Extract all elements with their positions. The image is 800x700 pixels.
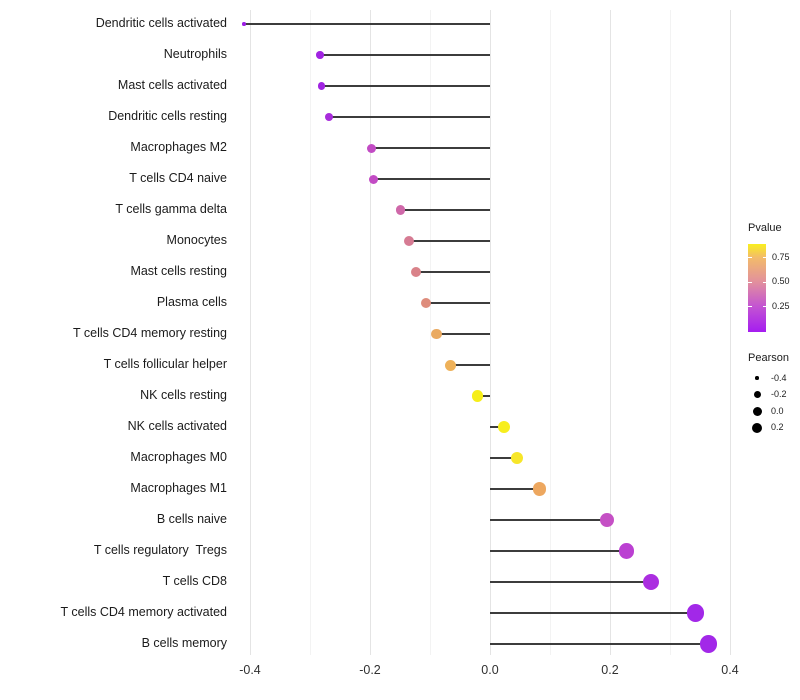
gridline-minor [429, 10, 431, 655]
lollipop-stem [321, 85, 490, 87]
data-point [619, 543, 635, 559]
y-axis-label: Dendritic cells activated [95, 16, 227, 30]
size-legend-dot [755, 376, 759, 380]
y-axis-label: T cells CD8 [162, 574, 227, 588]
colorbar-tick-label: 0.25 [772, 300, 790, 311]
lollipop-stem [415, 271, 490, 273]
gridline-major [489, 10, 491, 655]
y-axis-label: T cells CD4 memory activated [60, 605, 228, 619]
colorbar-tick [748, 281, 752, 283]
lollipop-stem [409, 240, 490, 242]
lollipop-stem [436, 333, 490, 335]
colorbar-tick-label: 0.75 [772, 251, 790, 262]
lollipop-stem [450, 364, 490, 366]
y-axis-label: B cells naive [156, 512, 227, 526]
size-legend-dot [752, 406, 762, 416]
x-tick-label: 0.4 [721, 663, 739, 677]
y-axis-label: B cells memory [141, 636, 227, 650]
lollipop-stem [490, 519, 607, 521]
data-point [643, 574, 660, 590]
pearson-legend-title: Pearson [748, 352, 789, 364]
pvalue-legend-title: Pvalue [748, 222, 782, 234]
pvalue-colorbar [748, 244, 766, 332]
gridline-major [729, 10, 731, 655]
colorbar-tick [762, 281, 766, 283]
gridline-minor [669, 10, 671, 655]
data-point [242, 22, 246, 26]
colorbar-tick [762, 306, 766, 308]
y-axis-label: T cells follicular helper [103, 357, 227, 371]
size-legend-dot [752, 422, 762, 433]
data-point [324, 113, 333, 121]
data-point [699, 635, 718, 653]
lollipop-stem [490, 612, 696, 614]
gridline-major [249, 10, 251, 655]
y-axis-label: NK cells resting [140, 388, 227, 402]
data-point [395, 205, 406, 215]
lollipop-stem [373, 178, 490, 180]
data-point [599, 512, 615, 528]
x-tick-label: -0.4 [239, 663, 261, 677]
data-point [471, 390, 484, 402]
x-tick-label: -0.2 [359, 663, 381, 677]
data-point [316, 51, 324, 59]
size-legend-label: -0.2 [771, 389, 787, 399]
lollipop-stem [371, 147, 490, 149]
gridline-minor [549, 10, 551, 655]
y-axis-label: Macrophages M1 [130, 481, 227, 495]
data-point [510, 451, 524, 465]
data-point [497, 421, 510, 433]
y-axis-label: Dendritic cells resting [108, 109, 227, 123]
lollipop-stem [490, 488, 540, 490]
gridline-major [609, 10, 611, 655]
y-axis-label: Macrophages M2 [130, 140, 227, 154]
gridline-major [369, 10, 371, 655]
colorbar-tick-label: 0.50 [772, 276, 790, 287]
lollipop-stem [400, 209, 490, 211]
y-axis-label: T cells regulatory Tregs [93, 543, 227, 557]
y-axis-label: Mast cells activated [117, 78, 227, 92]
data-point [532, 482, 546, 496]
data-point [367, 143, 377, 153]
colorbar-tick [748, 306, 752, 308]
y-axis-label: Mast cells resting [130, 264, 227, 278]
size-legend-label: -0.4 [771, 372, 787, 383]
colorbar-tick [748, 257, 752, 259]
data-point [687, 604, 705, 622]
y-axis-label: Neutrophils [163, 47, 227, 61]
lollipop-stem [425, 302, 490, 304]
size-legend-label: 0.2 [771, 422, 784, 432]
x-tick-label: 0.0 [481, 663, 499, 677]
x-tick-label: 0.2 [601, 663, 619, 677]
size-legend-dot [753, 391, 761, 398]
data-point [420, 297, 432, 309]
data-point [317, 82, 326, 90]
lollipop-stem [490, 550, 627, 552]
y-axis-label: Macrophages M0 [130, 450, 227, 464]
data-point [431, 328, 442, 340]
lollipop-stem [490, 426, 504, 428]
data-point [444, 359, 456, 371]
y-axis-label: NK cells activated [127, 419, 227, 433]
colorbar-tick [762, 257, 766, 259]
lollipop-stem [490, 457, 517, 459]
lollipop-stem [490, 643, 709, 645]
y-axis-label: Plasma cells [156, 295, 227, 309]
lollipop-stem [244, 23, 490, 25]
lollipop-stem [320, 54, 490, 56]
gridline-minor [309, 10, 311, 655]
data-point [410, 266, 421, 278]
y-axis-label: T cells gamma delta [115, 202, 227, 216]
size-legend-label: 0.0 [771, 405, 784, 416]
y-axis-label: T cells CD4 memory resting [73, 326, 227, 340]
y-axis-label: Monocytes [166, 233, 227, 247]
lollipop-stem [490, 581, 652, 583]
data-point [368, 174, 378, 184]
y-axis-label: T cells CD4 naive [129, 171, 227, 185]
lollipop-stem [477, 395, 490, 397]
lollipop-stem [328, 116, 490, 118]
data-point [404, 236, 414, 246]
